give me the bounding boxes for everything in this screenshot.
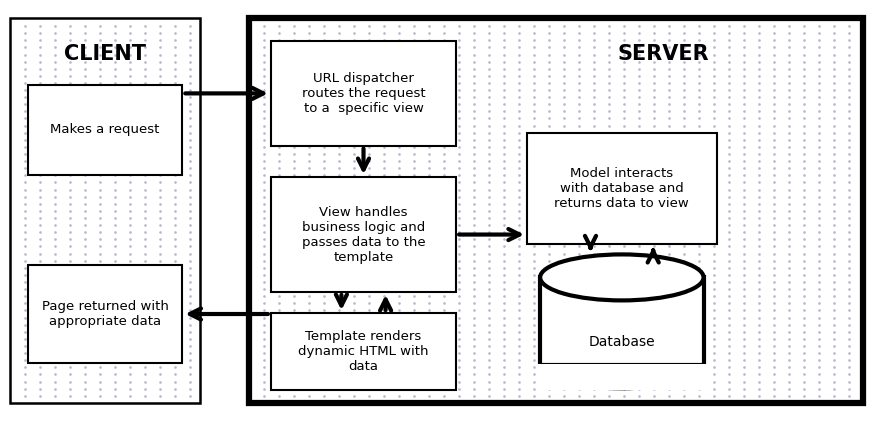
Text: URL dispatcher
routes the request
to a  specific view: URL dispatcher routes the request to a s…: [302, 72, 425, 115]
Bar: [536, 364, 708, 390]
Bar: [271, 41, 456, 146]
Bar: [27, 85, 183, 175]
Bar: [540, 277, 703, 365]
Bar: [527, 133, 717, 244]
Ellipse shape: [540, 254, 703, 301]
Text: View handles
business logic and
passes data to the
template: View handles business logic and passes d…: [302, 205, 425, 264]
Text: Makes a request: Makes a request: [51, 123, 159, 136]
Bar: [27, 265, 183, 363]
Text: CLIENT: CLIENT: [64, 44, 146, 64]
Text: Database: Database: [588, 335, 655, 349]
Text: Template renders
dynamic HTML with
data: Template renders dynamic HTML with data: [299, 330, 429, 373]
Ellipse shape: [540, 342, 703, 388]
Text: Page returned with
appropriate data: Page returned with appropriate data: [42, 300, 168, 328]
Text: SERVER: SERVER: [618, 44, 710, 64]
Bar: [271, 313, 456, 390]
Text: Model interacts
with database and
returns data to view: Model interacts with database and return…: [555, 167, 689, 210]
Bar: [249, 18, 863, 403]
Bar: [11, 18, 200, 403]
Bar: [271, 177, 456, 292]
